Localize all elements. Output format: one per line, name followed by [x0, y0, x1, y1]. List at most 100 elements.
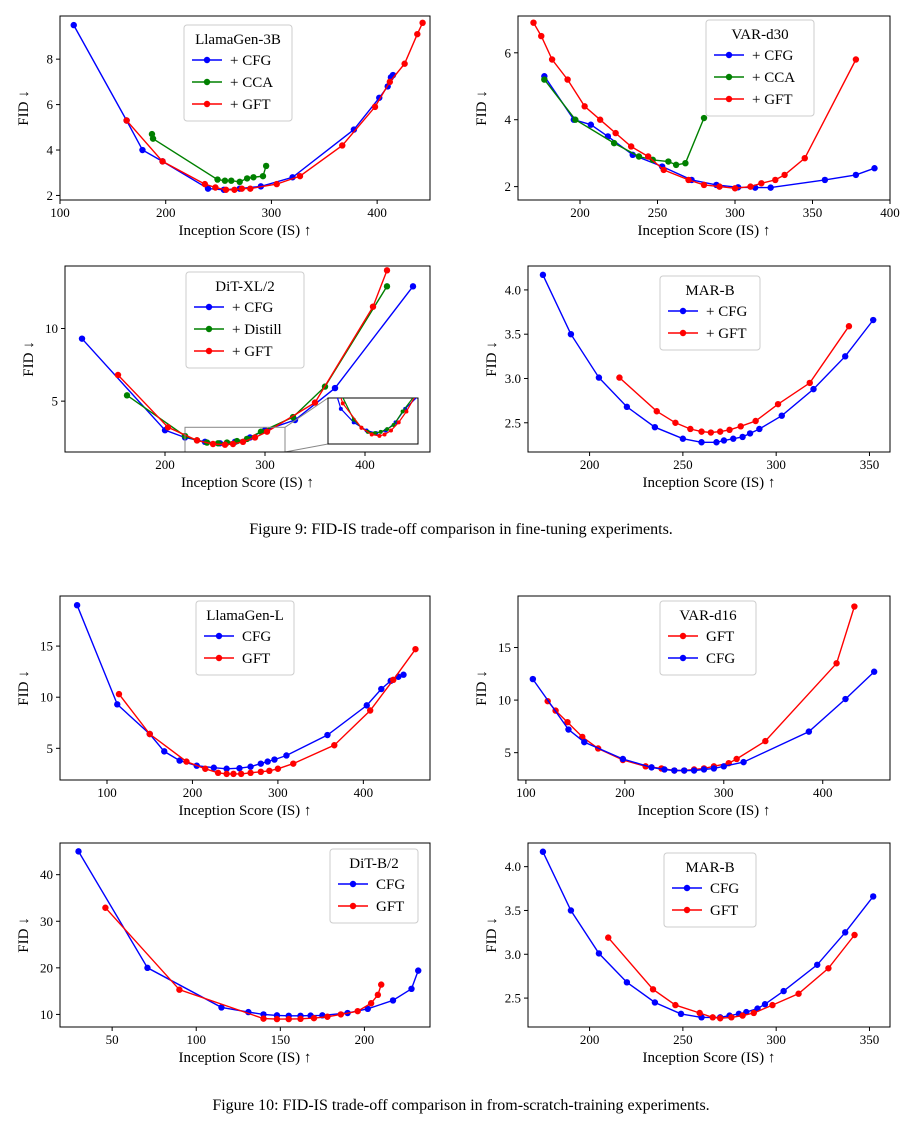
data-point [115, 690, 123, 698]
data-point [378, 685, 385, 693]
data-point [814, 961, 821, 968]
data-point [672, 1001, 679, 1009]
data-point [374, 991, 382, 999]
y-tick-label: 2.5 [505, 991, 521, 1006]
y-tick-label: 3.5 [505, 903, 521, 918]
data-point [619, 755, 627, 763]
x-tick-label: 400 [355, 457, 375, 472]
data-point [144, 964, 151, 972]
y-axis-label: FID ↓ [21, 341, 37, 376]
data-point [623, 403, 631, 411]
legend: LlamaGen-3B + CFG + CCA + GFT [183, 24, 293, 122]
x-tick-label: 300 [766, 457, 786, 472]
plot-area [530, 19, 878, 192]
data-point [408, 985, 415, 993]
y-tick-label: 30 [40, 914, 53, 929]
data-point [681, 767, 688, 774]
data-point [539, 848, 547, 855]
legend-title: VAR-d30 [731, 27, 788, 43]
data-point [700, 766, 708, 773]
data-point [679, 435, 687, 442]
data-point [364, 1005, 371, 1013]
data-point [645, 153, 652, 160]
legend-title: MAR-B [685, 283, 734, 299]
data-point [390, 676, 397, 684]
plot-area [539, 848, 877, 1022]
data-point [263, 428, 271, 435]
x-tick-label: 250 [673, 457, 693, 472]
data-point [401, 60, 408, 67]
data-point [845, 323, 853, 330]
inset-line [342, 398, 414, 434]
data-point [716, 428, 724, 435]
data-point [70, 21, 77, 29]
series-line-gft [104, 907, 382, 1020]
data-point [221, 177, 229, 184]
series-line-gft [126, 22, 424, 191]
data-point [726, 426, 733, 434]
y-tick-label: 5 [47, 741, 54, 756]
zoom-inset [327, 397, 419, 445]
legend-swatch-marker [203, 100, 211, 108]
data-point [612, 129, 619, 137]
data-point [239, 438, 247, 446]
y-tick-label: 10 [40, 690, 53, 705]
inset-point [448, 328, 452, 332]
data-point [677, 1010, 685, 1018]
legend-label: + CCA [230, 75, 273, 91]
data-point [78, 335, 86, 342]
legend-swatch-marker [205, 347, 213, 355]
series-line-cca [543, 79, 705, 166]
inset-point [396, 420, 401, 425]
legend-label: GFT [376, 899, 404, 915]
y-tick-label: 3.0 [505, 947, 521, 962]
data-point [214, 769, 222, 777]
data-point [665, 158, 672, 165]
data-point [161, 748, 168, 755]
legend-label: + CFG [232, 300, 274, 316]
data-point [146, 730, 153, 738]
inset-point [377, 433, 382, 438]
data-point [870, 893, 877, 900]
inset-point [340, 401, 345, 406]
data-point [769, 1001, 776, 1009]
y-tick-label: 4 [47, 143, 54, 158]
inset-point [369, 432, 374, 437]
x-tick-label: 300 [714, 785, 734, 800]
legend-swatch-marker [725, 95, 733, 103]
data-point [257, 768, 265, 776]
x-axis-label: Inception Score (IS) ↑ [638, 223, 771, 239]
inset-point [359, 425, 364, 430]
y-axis-label: FID ↓ [484, 917, 500, 952]
data-point [236, 178, 243, 186]
chart-dit-xl2: 200 300 400 5 10 Inception Score (IS) ↑ FID ↓ D… [21, 265, 452, 491]
chart-mar-b-scratch: 200 250 300 350 2.5 3.0 3.5 4.0 Inception Score … [484, 842, 891, 1066]
data-point [709, 1014, 716, 1021]
data-point [746, 430, 754, 437]
x-axis-label: Inception Score (IS) ↑ [179, 223, 312, 239]
y-tick-label: 4 [505, 112, 512, 127]
data-point [176, 986, 183, 993]
data-point [564, 76, 571, 83]
data-point [627, 143, 635, 150]
data-point [223, 770, 230, 778]
x-tick-label: 350 [860, 1032, 880, 1047]
x-tick-label: 200 [615, 785, 635, 800]
x-tick-label: 200 [156, 205, 176, 220]
y-tick-label: 2 [505, 179, 512, 194]
zoom-inset-plot [336, 328, 452, 438]
series-line-cca [151, 133, 267, 183]
data-point [400, 671, 407, 678]
inset-point [385, 427, 390, 432]
data-point [243, 175, 251, 182]
data-point [273, 180, 280, 188]
legend-box [185, 271, 305, 369]
zoom-connector [284, 443, 329, 453]
legend-label: GFT [706, 629, 734, 645]
data-point [366, 707, 374, 714]
data-point [716, 1015, 724, 1022]
data-point [367, 1000, 375, 1007]
chart-llamagen-3b: 100 200 300 400 2 4 6 8 Inception Score (IS) ↑ FI… [16, 15, 431, 239]
data-point [737, 423, 744, 430]
legend-label: CFG [376, 877, 405, 893]
